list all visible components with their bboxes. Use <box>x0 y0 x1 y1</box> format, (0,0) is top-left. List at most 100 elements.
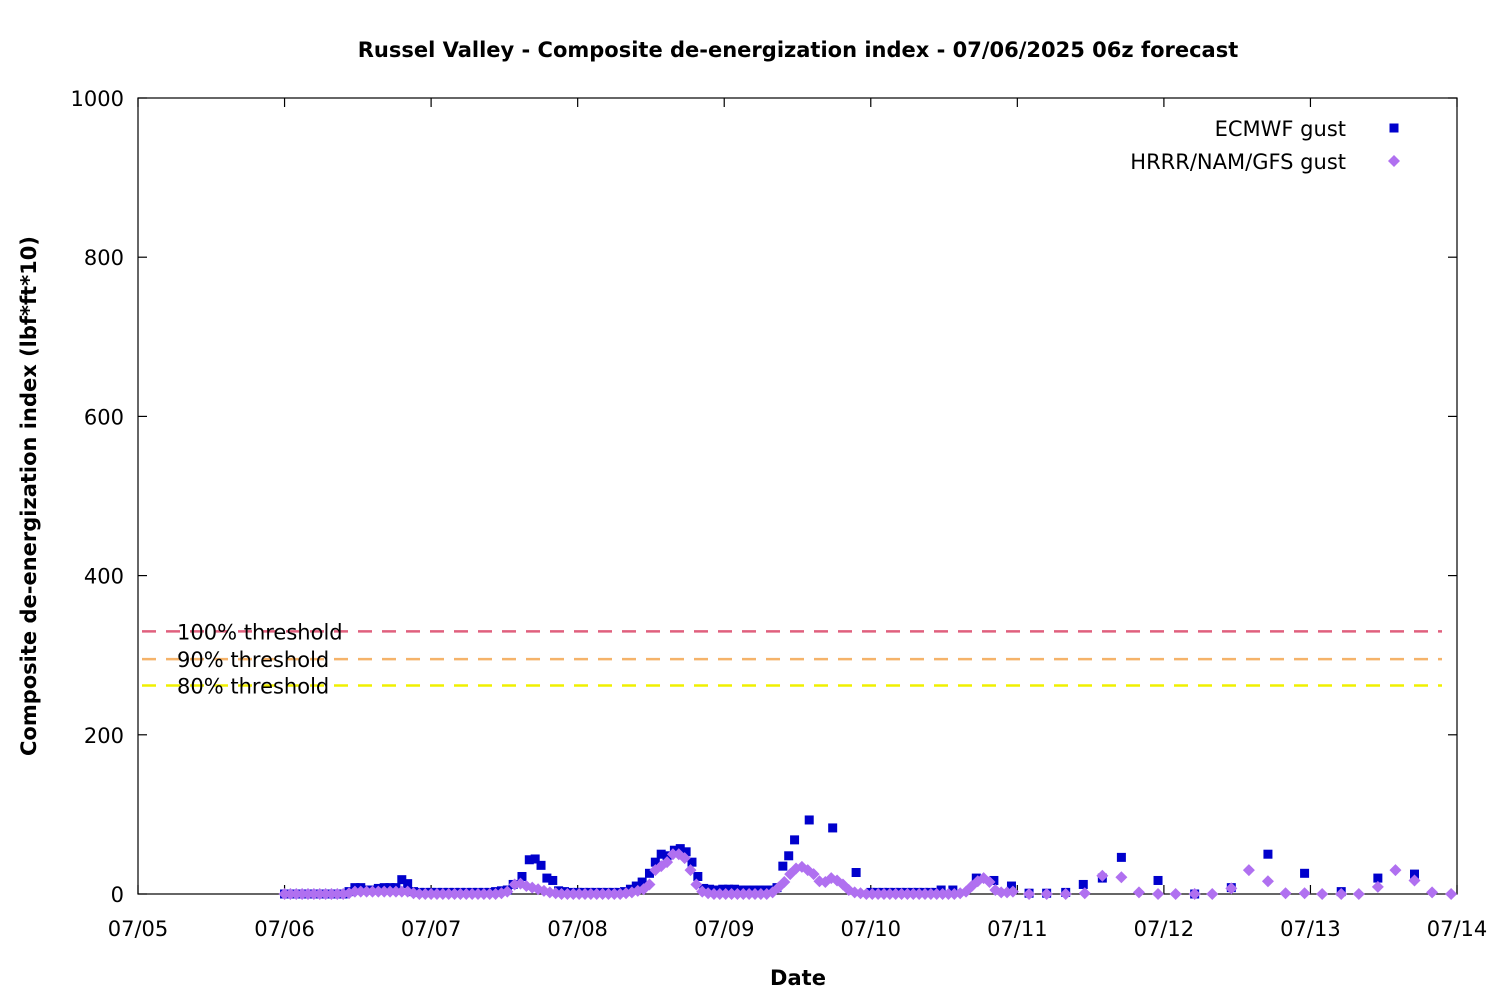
data-point-square <box>778 861 788 871</box>
data-point-square <box>735 885 745 895</box>
data-point-square <box>542 873 552 883</box>
x-tick-label: 07/05 <box>108 917 169 941</box>
x-tick-label: 07/12 <box>1134 917 1195 941</box>
data-point-diamond <box>1132 886 1145 899</box>
x-tick-label: 07/08 <box>547 917 608 941</box>
data-point-square <box>397 875 407 885</box>
data-point-square <box>851 868 861 878</box>
threshold-label: 90% threshold <box>177 648 329 672</box>
data-point-diamond <box>1279 887 1292 900</box>
data-point-square <box>644 868 654 878</box>
data-point-diamond <box>1335 888 1348 900</box>
data-point-diamond <box>1169 888 1182 900</box>
data-point-diamond <box>1389 864 1402 877</box>
data-point-square <box>1153 875 1163 885</box>
x-tick-label: 07/07 <box>401 917 462 941</box>
data-point-diamond <box>1242 864 1255 877</box>
data-point-square <box>784 851 794 861</box>
data-point-square <box>1300 868 1310 878</box>
data-point-diamond <box>1316 888 1329 900</box>
threshold-label: 100% threshold <box>177 620 343 644</box>
series-hrrr-nam-gfs-gust <box>278 848 1458 900</box>
data-point-square <box>718 884 728 894</box>
y-tick-label: 200 <box>84 724 124 748</box>
y-axis-label: Composite de-energization index (lbf*ft*… <box>17 236 41 756</box>
data-point-diamond <box>983 876 996 889</box>
data-point-diamond <box>778 876 791 889</box>
data-point-square <box>1263 849 1273 859</box>
y-tick-label: 600 <box>84 405 124 429</box>
legend-marker <box>1388 155 1400 167</box>
data-point-square <box>524 855 534 865</box>
data-point-square <box>724 884 734 894</box>
data-point-square <box>650 857 660 867</box>
threshold-label: 80% threshold <box>177 674 329 698</box>
data-point-diamond <box>1040 888 1053 900</box>
data-point-square <box>687 857 697 867</box>
data-point-diamond <box>1426 886 1439 899</box>
data-point-square <box>656 849 666 859</box>
data-point-square <box>1116 852 1126 862</box>
data-point-diamond <box>501 885 514 898</box>
data-point-diamond <box>1023 888 1036 900</box>
data-point-diamond <box>1096 869 1109 882</box>
data-point-square <box>1078 879 1088 889</box>
y-tick-label: 0 <box>111 883 124 907</box>
data-point-square <box>530 854 540 864</box>
x-tick-label: 07/13 <box>1280 917 1341 941</box>
y-axis: 0 200 400 600 800 1000 <box>71 87 1457 907</box>
x-axis-label: Date <box>770 966 826 990</box>
x-tick-label: 07/10 <box>841 917 902 941</box>
data-point-diamond <box>1152 888 1165 900</box>
data-point-square <box>637 877 647 887</box>
data-point-diamond <box>684 864 697 877</box>
plot-area <box>137 97 1458 895</box>
y-tick-label: 800 <box>84 246 124 270</box>
data-point-square <box>828 823 838 833</box>
data-point-square <box>517 871 527 881</box>
legend-label: HRRR/NAM/GFS gust <box>1130 150 1346 174</box>
data-point-diamond <box>678 852 691 865</box>
data-point-square <box>804 815 814 825</box>
data-point-square <box>693 871 703 881</box>
data-point-diamond <box>1225 882 1238 895</box>
data-point-diamond <box>1115 871 1128 884</box>
data-point-diamond <box>1371 880 1384 893</box>
y-tick-label: 1000 <box>71 87 124 111</box>
data-point-diamond <box>643 878 656 891</box>
data-point-diamond <box>1408 874 1421 887</box>
data-point-square <box>681 847 691 857</box>
data-point-square <box>729 884 739 894</box>
data-point-square <box>1006 881 1016 891</box>
data-point-square <box>712 885 722 895</box>
data-point-diamond <box>1059 888 1072 900</box>
data-point-square <box>1409 869 1419 879</box>
data-point-diamond <box>1006 885 1019 898</box>
chart-title: Russel Valley - Composite de-energizatio… <box>358 38 1239 62</box>
legend-label: ECMWF gust <box>1215 117 1346 141</box>
data-point-diamond <box>690 878 703 891</box>
data-point-diamond <box>1206 888 1219 900</box>
x-axis: 07/05 07/06 07/07 07/08 07/09 07/10 07/11 07/12… <box>108 98 1487 941</box>
data-point-square <box>548 875 558 885</box>
data-point-diamond <box>1261 875 1274 888</box>
y-tick-label: 400 <box>84 565 124 589</box>
data-point-diamond <box>807 868 820 881</box>
data-point-square <box>790 835 800 845</box>
data-point-diamond <box>1188 888 1201 900</box>
x-tick-label: 07/09 <box>694 917 755 941</box>
data-point-square <box>741 885 751 895</box>
data-point-diamond <box>1352 888 1365 900</box>
legend: ECMWF gust HRRR/NAM/GFS gust <box>1130 117 1400 174</box>
data-point-diamond <box>1078 887 1091 900</box>
data-series <box>278 815 1458 900</box>
data-point-square <box>1373 873 1383 883</box>
data-point-square <box>403 879 413 889</box>
data-point-diamond <box>661 856 674 869</box>
x-tick-label: 07/11 <box>987 917 1048 941</box>
data-point-square <box>675 844 685 854</box>
data-point-square <box>631 881 641 891</box>
legend-marker <box>1389 123 1399 133</box>
